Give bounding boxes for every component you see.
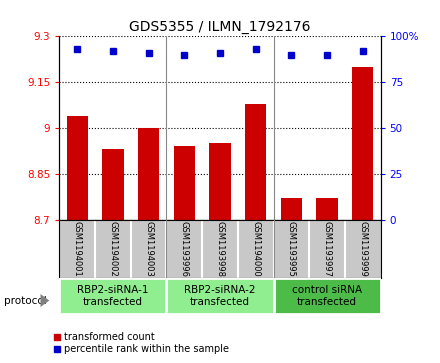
Text: GSM1194003: GSM1194003: [144, 221, 153, 277]
Text: GSM1194002: GSM1194002: [108, 221, 117, 277]
Text: GSM1194000: GSM1194000: [251, 221, 260, 277]
Text: GSM1193999: GSM1193999: [358, 221, 367, 277]
Bar: [245, 103, 266, 220]
Bar: [59, 278, 166, 314]
Legend: transformed count, percentile rank within the sample: transformed count, percentile rank withi…: [49, 329, 233, 358]
Text: RBP2-siRNA-1
transfected: RBP2-siRNA-1 transfected: [77, 285, 149, 307]
Bar: [138, 128, 159, 220]
Title: GDS5355 / ILMN_1792176: GDS5355 / ILMN_1792176: [129, 20, 311, 34]
Bar: [352, 67, 374, 220]
Bar: [174, 146, 195, 220]
Bar: [66, 116, 88, 220]
Bar: [166, 278, 274, 314]
Text: GSM1193997: GSM1193997: [323, 221, 332, 277]
Bar: [209, 143, 231, 220]
Bar: [281, 198, 302, 220]
Text: protocol: protocol: [4, 295, 47, 306]
Text: GSM1193996: GSM1193996: [180, 221, 189, 277]
Bar: [274, 278, 381, 314]
Bar: [316, 198, 338, 220]
Text: GSM1193998: GSM1193998: [216, 221, 224, 277]
Text: RBP2-siRNA-2
transfected: RBP2-siRNA-2 transfected: [184, 285, 256, 307]
Text: GSM1193995: GSM1193995: [287, 221, 296, 277]
Text: GSM1194001: GSM1194001: [73, 221, 82, 277]
Bar: [102, 149, 124, 220]
Text: control siRNA
transfected: control siRNA transfected: [292, 285, 362, 307]
